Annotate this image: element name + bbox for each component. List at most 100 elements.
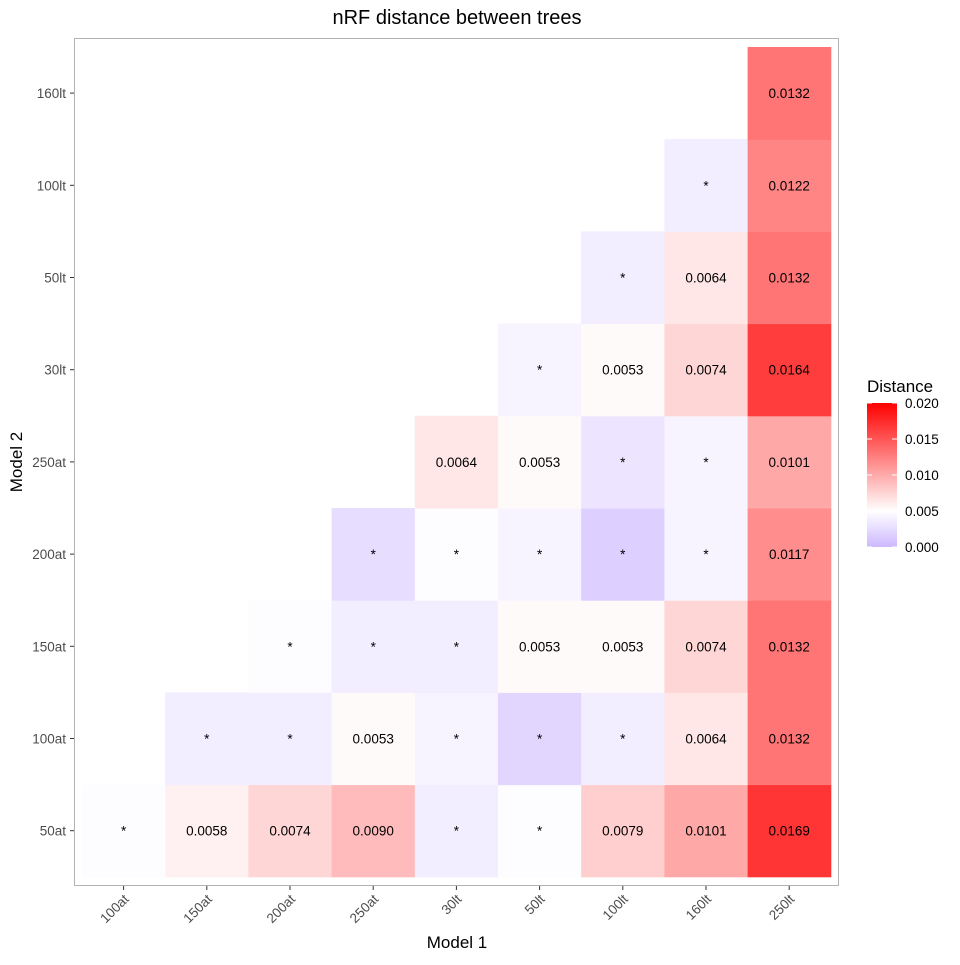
- cell-value-label: 0.0074: [685, 639, 727, 654]
- cell-value-label: *: [537, 363, 543, 378]
- y-tick-label: 100lt: [37, 178, 67, 193]
- heatmap-cell: [747, 139, 832, 232]
- cell-value-label: 0.0169: [769, 824, 810, 839]
- heatmap-cell: [747, 508, 832, 601]
- legend: Distance 0.000 0.005 0.010 0.015 0.020: [867, 377, 939, 555]
- heatmap-cell: [498, 600, 582, 693]
- cell-value-label: 0.0090: [353, 824, 394, 839]
- heatmap-cell: [581, 323, 665, 417]
- cell-value-label: 0.0132: [769, 86, 810, 101]
- x-tick-label: 200at: [264, 891, 299, 926]
- cell-value-label: *: [371, 547, 377, 562]
- heatmap-cell: [747, 415, 832, 509]
- heatmap-cell: [498, 508, 582, 601]
- legend-tick-label: 0.020: [905, 396, 939, 411]
- heatmap-cell: [498, 415, 582, 509]
- heatmap-cell: [747, 784, 832, 878]
- heatmap-cell: [747, 47, 832, 140]
- x-tick-label: 250at: [347, 891, 382, 926]
- cell-value-label: *: [121, 824, 127, 839]
- heatmap-cell: [664, 231, 749, 325]
- heatmap-cell: [248, 600, 333, 693]
- cell-value-label: 0.0053: [602, 363, 643, 378]
- heatmap-cell: [664, 508, 749, 601]
- cell-value-label: 0.0074: [269, 824, 311, 839]
- heatmap-cell: [414, 600, 499, 693]
- cell-value-label: 0.0058: [186, 824, 227, 839]
- legend-tick-label: 0.000: [905, 540, 939, 555]
- x-axis: 100at 150at 200at 250at 30lt 50lt 100lt 160lt 25…: [97, 886, 797, 926]
- y-tick-label: 160lt: [37, 86, 67, 101]
- x-tick-label: 250lt: [766, 891, 797, 922]
- heatmap-cell: [747, 323, 832, 417]
- heatmap-cell: [165, 784, 249, 878]
- heatmap-cell: [581, 415, 665, 509]
- heatmap-cell: [414, 784, 499, 878]
- cell-value-label: *: [703, 178, 709, 193]
- x-tick-label: 50lt: [522, 891, 548, 917]
- cell-value-label: *: [620, 732, 626, 747]
- heatmap-cell: [747, 231, 832, 325]
- heatmap-cell: [664, 323, 749, 417]
- cell-value-label: *: [703, 547, 709, 562]
- heatmap-cell: [331, 508, 416, 601]
- cell-value-label: 0.0101: [769, 455, 810, 470]
- heatmap-cell: [165, 692, 249, 786]
- cell-value-label: 0.0079: [602, 824, 643, 839]
- cell-value-label: 0.0053: [519, 639, 560, 654]
- cell-value-label: 0.0101: [685, 824, 726, 839]
- heatmap-cell: [581, 508, 665, 601]
- heatmap-cell: [747, 600, 832, 693]
- heatmap-cell: [664, 415, 749, 509]
- cell-value-label: *: [454, 824, 460, 839]
- y-tick-label: 50at: [40, 824, 67, 839]
- cell-value-label: 0.0053: [519, 455, 560, 470]
- y-tick-label: 200at: [32, 547, 66, 562]
- cell-value-label: *: [204, 732, 210, 747]
- heatmap-cell: [581, 600, 665, 693]
- cell-value-label: 0.0122: [769, 178, 810, 193]
- cell-value-label: 0.0132: [769, 732, 810, 747]
- cell-value-label: 0.0132: [769, 639, 810, 654]
- cell-value-label: 0.0064: [685, 732, 727, 747]
- y-tick-label: 250at: [32, 455, 66, 470]
- y-tick-label: 30lt: [44, 363, 66, 378]
- cell-value-label: 0.0132: [769, 271, 810, 286]
- x-axis-title: Model 1: [427, 933, 487, 952]
- legend-tick-label: 0.015: [905, 432, 939, 447]
- cell-value-label: *: [454, 547, 460, 562]
- cell-value-label: *: [287, 639, 293, 654]
- cell-value-label: *: [620, 271, 626, 286]
- heatmap-cell: [581, 692, 665, 786]
- y-axis: 50at 100at 150at 200at 250at 30lt 50lt 100lt 160…: [32, 86, 74, 839]
- y-axis-title: Model 2: [7, 432, 26, 492]
- cell-value-label: 0.0064: [436, 455, 478, 470]
- cell-value-label: *: [454, 639, 460, 654]
- cell-value-label: *: [287, 732, 293, 747]
- heatmap-cell: [581, 784, 665, 878]
- legend-tick-label: 0.005: [905, 504, 939, 519]
- cells-layer: * 0.0058 0.0074 0.0090 * * 0.0079 0.0101 0.0169 *…: [82, 47, 832, 878]
- heatmap-cell: [82, 784, 166, 878]
- x-tick-label: 100lt: [600, 891, 631, 922]
- cell-value-label: 0.0164: [769, 363, 811, 378]
- y-tick-label: 50lt: [44, 271, 66, 286]
- cell-value-label: 0.0064: [685, 271, 727, 286]
- heatmap-cell: [498, 692, 582, 786]
- cell-value-label: *: [703, 455, 709, 470]
- cell-value-label: *: [537, 547, 543, 562]
- cell-value-label: *: [537, 824, 543, 839]
- cell-value-label: *: [620, 455, 626, 470]
- heatmap-cell: [747, 692, 832, 786]
- heatmap-cell: [498, 323, 582, 417]
- cell-value-label: *: [537, 732, 543, 747]
- heatmap-cell: [331, 600, 416, 693]
- heatmap-cell: [248, 784, 333, 878]
- cell-value-label: 0.0053: [602, 639, 643, 654]
- cell-value-label: 0.0053: [353, 732, 394, 747]
- heatmap-cell: [331, 692, 416, 786]
- heatmap-cell: [664, 600, 749, 693]
- heatmap-cell: [331, 784, 416, 878]
